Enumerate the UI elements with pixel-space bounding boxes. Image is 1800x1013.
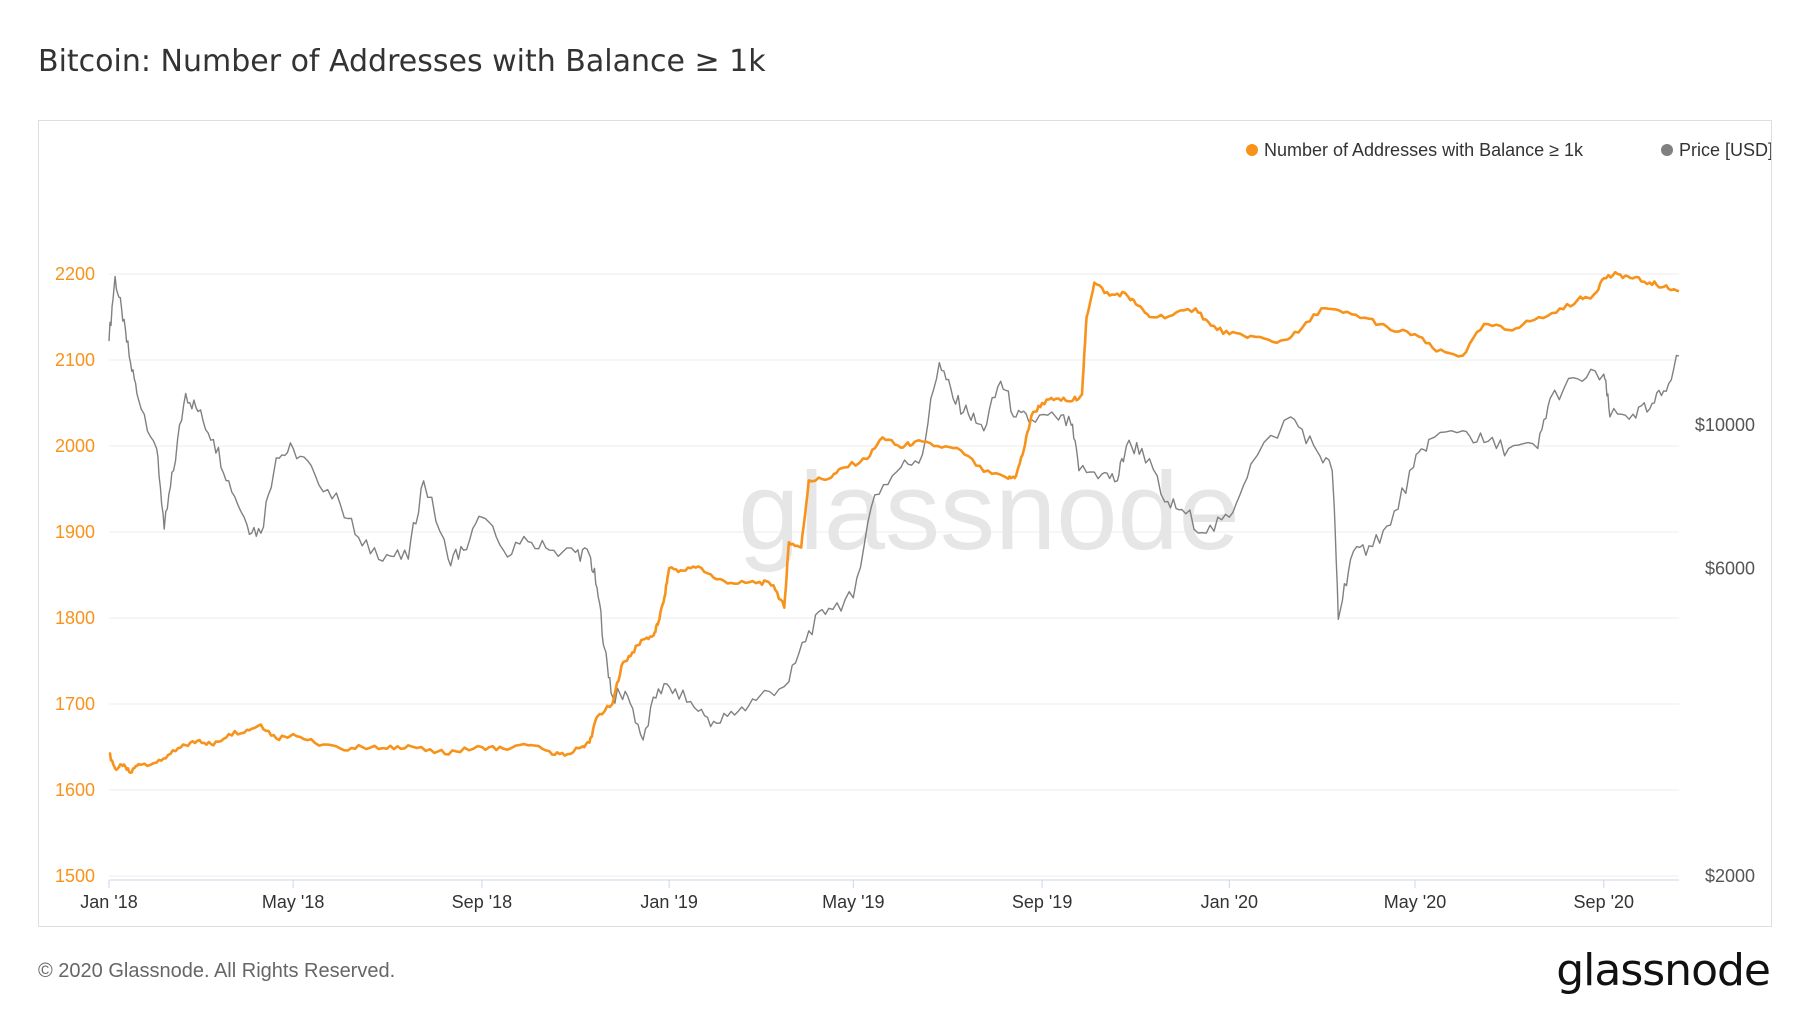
x-tick-label: Jan '18: [80, 892, 137, 912]
footer-logo[interactable]: glassnode: [1556, 945, 1771, 996]
legend-label: Number of Addresses with Balance ≥ 1k: [1264, 140, 1584, 160]
x-tick-label: May '20: [1384, 892, 1446, 912]
chart-panel: glassnode 1500 1600 1700 1800 1900 2000 2100 22…: [38, 120, 1773, 927]
legend-marker-icon: [1661, 144, 1673, 156]
legend[interactable]: Number of Addresses with Balance ≥ 1k Pri…: [1246, 140, 1773, 160]
y-right-tick-label: $6000: [1705, 558, 1755, 578]
footer-copyright: © 2020 Glassnode. All Rights Reserved.: [38, 960, 396, 982]
y-axis-right: $2000 $6000 $10000: [1695, 415, 1755, 886]
x-tick-label: May '19: [822, 892, 884, 912]
y-left-tick-label: 2100: [55, 350, 95, 370]
x-tick-label: Jan '20: [1201, 892, 1258, 912]
series-line-addresses: [108, 270, 1680, 775]
y-right-tick-label: $10000: [1695, 415, 1755, 435]
y-left-tick-label: 1900: [55, 522, 95, 542]
y-left-tick-label: 2000: [55, 436, 95, 456]
y-right-tick-label: $2000: [1705, 866, 1755, 886]
x-tick-label: Sep '20: [1574, 892, 1635, 912]
series-line-price: [108, 275, 1680, 741]
legend-item-addresses[interactable]: Number of Addresses with Balance ≥ 1k: [1246, 140, 1584, 160]
x-tick-label: Jan '19: [640, 892, 697, 912]
chart-title: Bitcoin: Number of Addresses with Balanc…: [38, 44, 766, 79]
legend-marker-icon: [1246, 144, 1258, 156]
y-left-tick-label: 1500: [55, 866, 95, 886]
x-tick-label: Sep '19: [1012, 892, 1073, 912]
y-left-tick-label: 1700: [55, 694, 95, 714]
legend-label: Price [USD]: [1679, 140, 1771, 160]
x-tick-label: Sep '18: [452, 892, 513, 912]
y-axis-left: 1500 1600 1700 1800 1900 2000 2100 2200: [55, 264, 95, 886]
series-group: [108, 270, 1680, 775]
x-tick-label: May '18: [262, 892, 324, 912]
legend-item-price[interactable]: Price [USD]: [1661, 140, 1773, 160]
x-axis: Jan '18 May '18 Sep '18 Jan '19 May '19 Sep '…: [80, 879, 1679, 912]
y-left-tick-label: 1800: [55, 608, 95, 628]
grid-lines: [109, 273, 1679, 877]
y-left-tick-label: 1600: [55, 780, 95, 800]
chart-svg: glassnode 1500 1600 1700 1800 1900 2000 2100 22…: [55, 140, 1773, 912]
watermark: glassnode: [738, 450, 1240, 573]
y-left-tick-label: 2200: [55, 264, 95, 284]
